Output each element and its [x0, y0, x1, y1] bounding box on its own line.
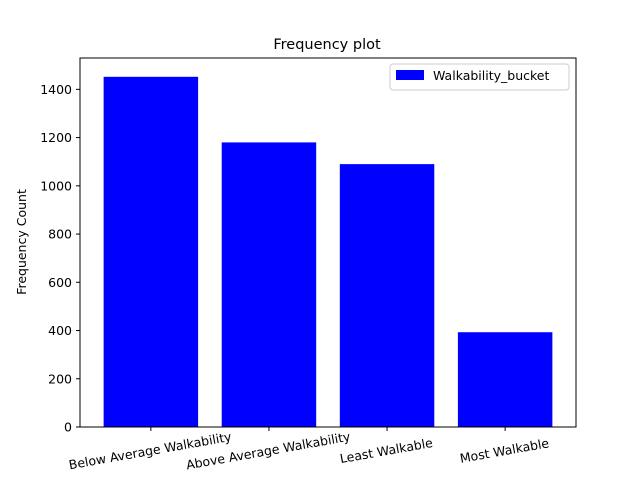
x-tick-label-2: Least Walkable: [339, 435, 434, 466]
bar-2: [339, 164, 435, 427]
y-tick-label-6: 1200: [40, 130, 72, 145]
legend-box: [389, 63, 570, 91]
bars: [103, 76, 553, 428]
y-ticks: 0 200 400 600 800 1000 1200 1400: [40, 82, 80, 435]
y-tick-label-1: 200: [48, 371, 72, 386]
plot-frame: [79, 57, 577, 428]
bar-3: [457, 332, 553, 427]
bar-0: [103, 76, 199, 427]
bar-1: [221, 142, 317, 428]
y-tick-label-5: 1000: [40, 178, 72, 193]
legend-swatch: [396, 70, 424, 80]
legend-label: Walkability_bucket: [433, 68, 549, 83]
chart-title: Frequency plot: [273, 37, 381, 53]
y-tick-label-0: 0: [64, 420, 72, 435]
legend: Walkability_bucket: [389, 63, 570, 91]
y-axis-label: Frequency Count: [14, 189, 29, 295]
y-tick-label-4: 800: [48, 227, 72, 242]
x-tick-label-3: Most Walkable: [459, 435, 551, 466]
y-tick-label-7: 1400: [40, 82, 72, 97]
y-tick-label-3: 600: [48, 275, 72, 290]
y-tick-label-2: 400: [48, 323, 72, 338]
